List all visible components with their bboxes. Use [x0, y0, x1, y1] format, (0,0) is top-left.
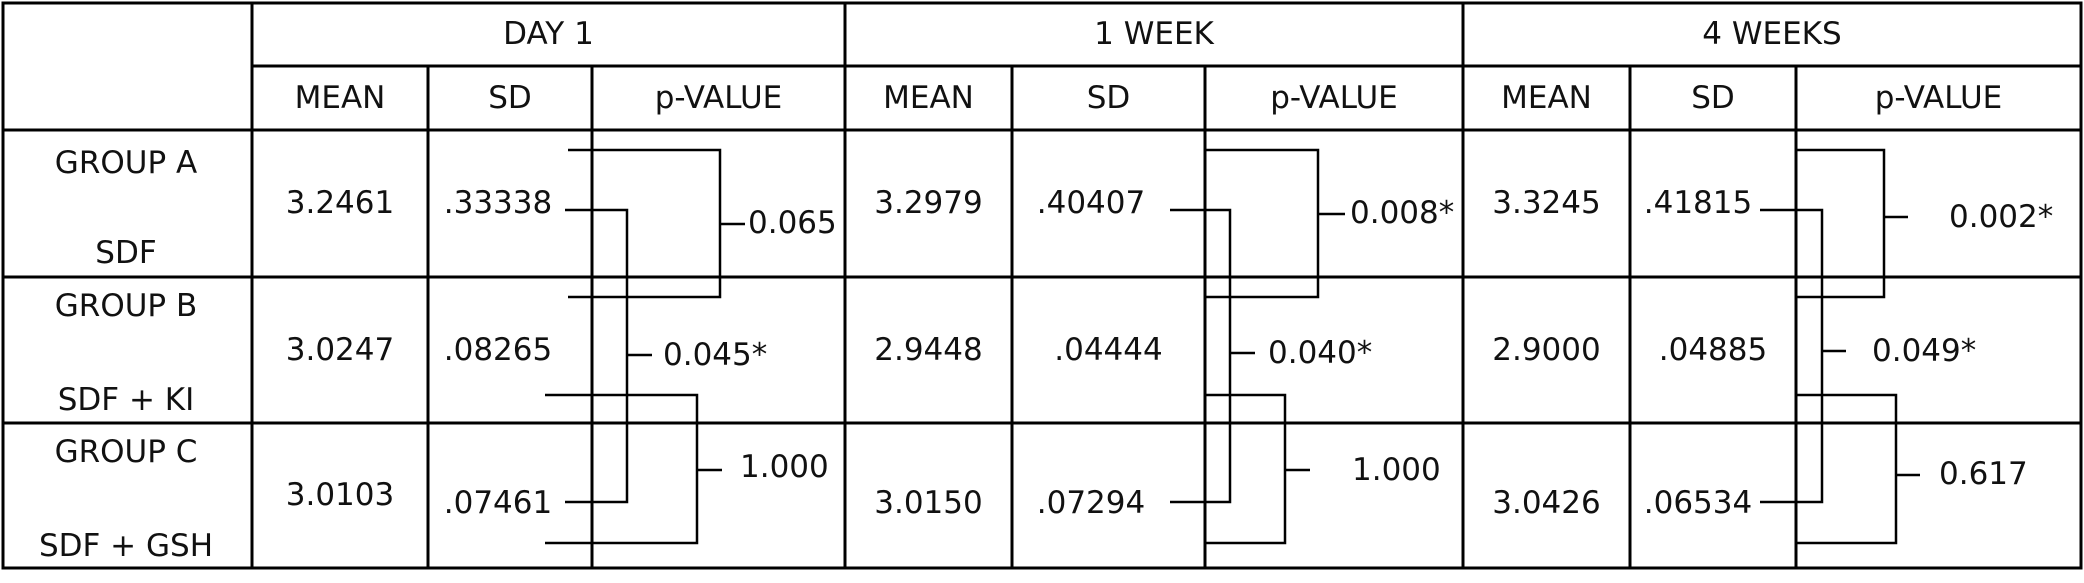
- group-a-name: GROUP A: [54, 145, 198, 181]
- bracket-w4-a-vs-c: [1760, 208, 1824, 504]
- subheader-p-value: p-VALUE: [654, 79, 783, 116]
- sd-value: .33338: [443, 185, 553, 221]
- bracket-w4-a-vs-b: [1796, 148, 1886, 299]
- bracket-d1-a-vs-c: [565, 208, 629, 504]
- mean-value: 3.0103: [285, 477, 395, 513]
- subheader-sd: SD: [1086, 79, 1131, 116]
- bracket-w1-a-vs-b: [1205, 148, 1320, 299]
- p-value-a-vs-c: 0.049*: [1872, 333, 1977, 369]
- p-value-b-vs-c: 1.000: [1352, 452, 1441, 488]
- sd-value: .04885: [1658, 331, 1768, 368]
- sd-value: .07461: [443, 484, 553, 521]
- table-lines: [1, 1, 2083, 570]
- mean-value: 3.3245: [1492, 185, 1601, 221]
- mean-value: 3.0426: [1492, 484, 1601, 521]
- group-c-name: GROUP C: [54, 434, 198, 470]
- mean-value: 3.0150: [874, 484, 983, 521]
- p-value-b-vs-c: 0.617: [1939, 456, 2028, 492]
- subheader-p-value: p-VALUE: [1270, 79, 1398, 116]
- group-a-treatment: SDF: [95, 235, 157, 271]
- sd-value: .04444: [1054, 331, 1163, 368]
- subheader-mean: MEAN: [294, 79, 386, 116]
- p-value-a-vs-b: 0.002*: [1949, 199, 2054, 235]
- subheader-sd: SD: [1691, 79, 1735, 116]
- subheader-p-value: p-VALUE: [1874, 79, 2003, 116]
- period-header-week4: 4 WEEKS: [1702, 16, 1842, 52]
- mean-value: 2.9448: [874, 331, 983, 368]
- period-header-day1: DAY 1: [503, 16, 594, 52]
- group-b-name: GROUP B: [54, 288, 198, 324]
- mean-value: 3.2979: [874, 185, 983, 221]
- p-value-a-vs-c: 0.040*: [1268, 335, 1373, 371]
- results-table: DAY 1 1 WEEK 4 WEEKS MEAN SD p-VALUE MEA…: [1, 1, 2083, 570]
- sd-value: .07294: [1036, 484, 1146, 521]
- period-header-week1: 1 WEEK: [1094, 16, 1214, 52]
- p-value-a-vs-c: 0.045*: [663, 337, 768, 373]
- bracket-w4-b-vs-c: [1796, 393, 1898, 545]
- subheader-mean: MEAN: [1501, 79, 1592, 116]
- mean-value: 2.9000: [1492, 331, 1601, 368]
- mean-value: 3.0247: [285, 331, 395, 368]
- group-c-treatment: SDF + GSH: [38, 528, 214, 564]
- sd-value: .08265: [443, 331, 553, 368]
- subheader-mean: MEAN: [883, 79, 974, 116]
- subheader-sd: SD: [488, 79, 532, 116]
- sd-value: .40407: [1036, 185, 1146, 221]
- bracket-w1-a-vs-c: [1170, 208, 1232, 504]
- sd-value: .41815: [1643, 185, 1753, 221]
- sd-value: .06534: [1643, 484, 1753, 521]
- p-value-b-vs-c: 1.000: [740, 449, 829, 485]
- table-border: [1, 1, 2083, 570]
- mean-value: 3.2461: [285, 185, 395, 221]
- bracket-w1-b-vs-c: [1205, 393, 1287, 545]
- group-b-treatment: SDF + KI: [57, 382, 195, 418]
- p-value-a-vs-b: 0.008*: [1350, 195, 1455, 231]
- p-value-a-vs-b: 0.065: [748, 205, 837, 241]
